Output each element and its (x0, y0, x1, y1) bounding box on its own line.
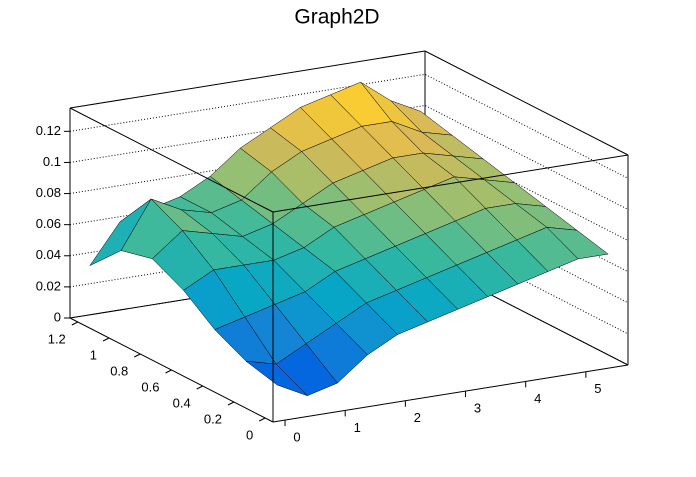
y-tick-label: 0.2 (204, 411, 222, 426)
y-tick-label: 1.2 (48, 331, 66, 346)
y-tick (134, 353, 141, 358)
y-tick (165, 369, 172, 374)
y-tick-label: 0.6 (141, 379, 159, 394)
y-tick (227, 401, 235, 406)
z-tick-label: 0 (54, 309, 61, 324)
y-tick (258, 417, 266, 422)
x-tick-label: 3 (474, 401, 481, 416)
x-tick-label: 1 (354, 420, 361, 435)
y-tick-label: 1 (90, 347, 97, 362)
surface-cell (245, 360, 308, 396)
y-tick (196, 385, 203, 390)
y-tick-label: 0.4 (173, 395, 191, 410)
chart-title: Graph2D (294, 6, 379, 29)
z-tick-label: 0.08 (36, 185, 61, 200)
z-tick-label: 0.02 (36, 278, 61, 293)
y-tick (102, 337, 110, 342)
z-tick-label: 0.1 (43, 154, 61, 169)
x-tick-label: 4 (534, 391, 541, 406)
x-tick-label: 0 (293, 430, 300, 445)
box-edge (272, 154, 629, 213)
box-edge (424, 50, 629, 156)
box-edge (69, 107, 274, 213)
x-tick-label: 2 (414, 410, 421, 425)
box-edge (69, 50, 426, 109)
z-tick-label: 0.12 (36, 123, 61, 138)
y-tick (71, 321, 79, 326)
z-tick-label: 0.04 (36, 247, 61, 262)
box-edge (272, 364, 629, 423)
x-tick-label: 5 (594, 381, 601, 396)
y-tick-label: 0 (246, 427, 253, 442)
y-tick-label: 0.8 (110, 363, 128, 378)
z-tick-label: 0.06 (36, 216, 61, 231)
